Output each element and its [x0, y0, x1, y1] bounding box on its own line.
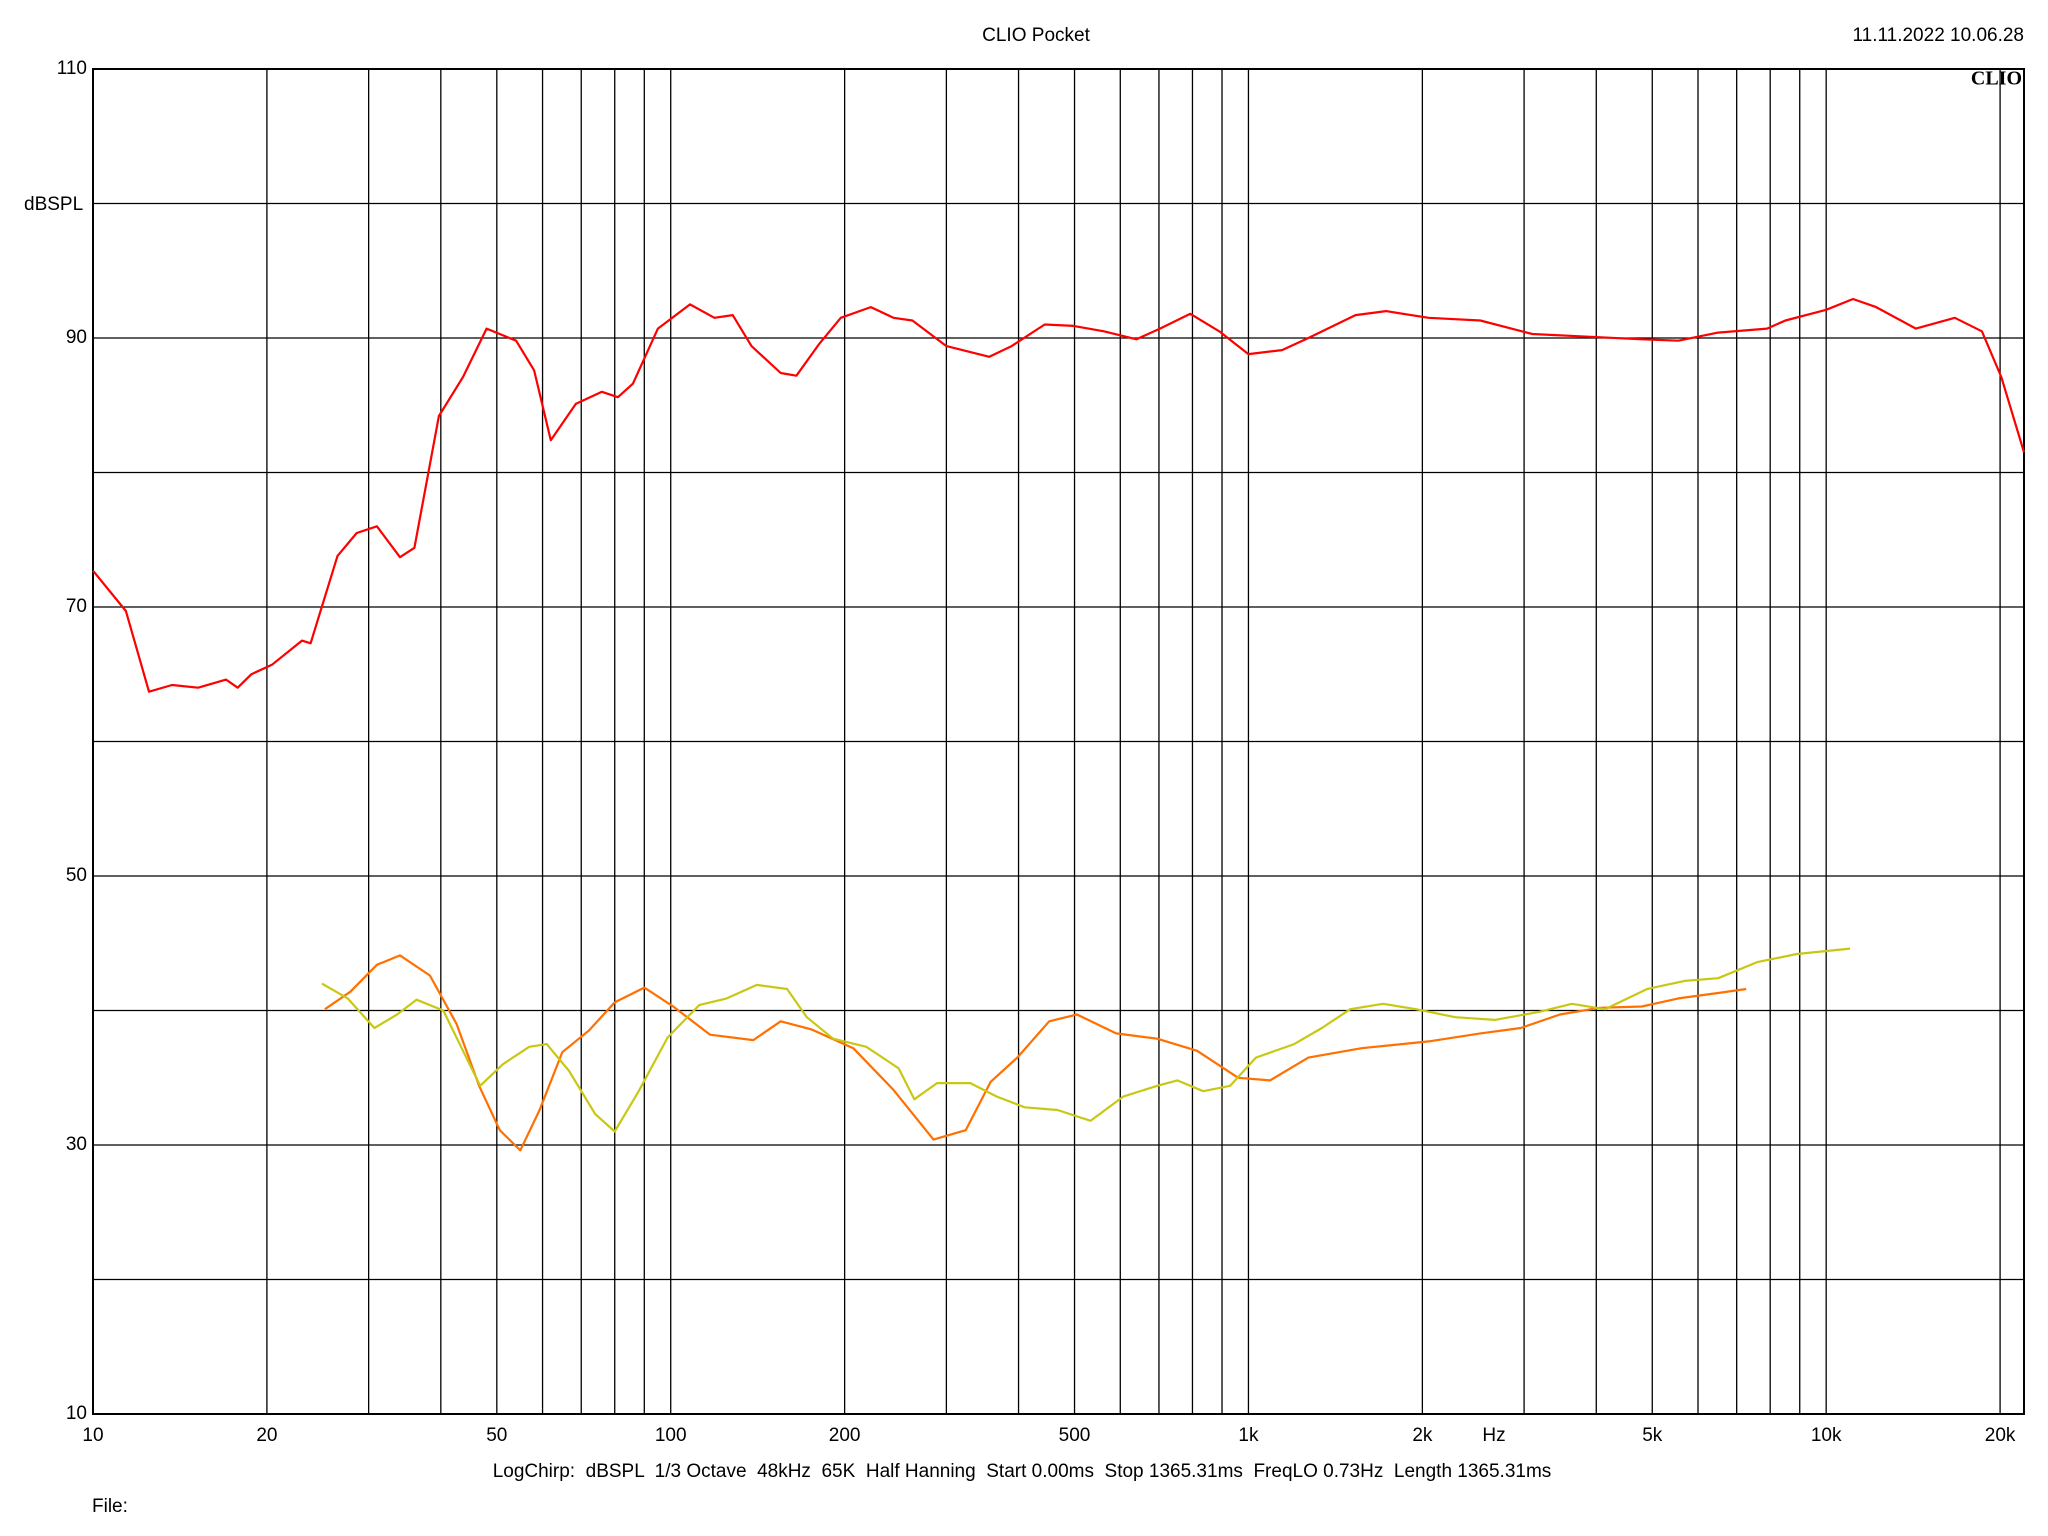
x-tick-label: 1k [1238, 1425, 1259, 1446]
x-tick-label: 50 [486, 1425, 507, 1446]
x-axis-label: Hz [1482, 1425, 1505, 1446]
logo: CLIO [1971, 68, 2022, 90]
y-tick-label: 90 [66, 327, 87, 348]
y-tick-label: 30 [66, 1134, 87, 1155]
y-tick-label: 110 [57, 58, 87, 79]
plot-border [92, 68, 2025, 1415]
y-tick-label: 10 [66, 1403, 87, 1424]
chart-title: CLIO Pocket [982, 25, 1090, 46]
x-tick-label: 2k [1412, 1425, 1433, 1446]
x-tick-label: 10 [82, 1425, 103, 1446]
x-tick-label: 500 [1059, 1425, 1091, 1446]
y-tick-label: 70 [66, 596, 87, 617]
series-line [92, 297, 2026, 693]
y-axis-label: dBSPL [24, 194, 83, 215]
x-tick-label: 20 [256, 1425, 277, 1446]
timestamp: 11.11.2022 10.06.28 [1852, 25, 2024, 46]
x-tick-label: 5k [1642, 1425, 1663, 1446]
series-line [324, 954, 1747, 1152]
series-line [321, 947, 1851, 1133]
x-tick-label: 20k [1985, 1425, 2016, 1446]
footer: LogChirp: dBSPL 1/3 Octave 48kHz 65K Hal… [493, 1461, 1552, 1482]
file-label: File: [92, 1496, 128, 1517]
x-tick-label: 200 [829, 1425, 861, 1446]
y-tick-label: 50 [66, 865, 87, 886]
x-tick-label: 10k [1811, 1425, 1842, 1446]
x-tick-label: 100 [655, 1425, 687, 1446]
